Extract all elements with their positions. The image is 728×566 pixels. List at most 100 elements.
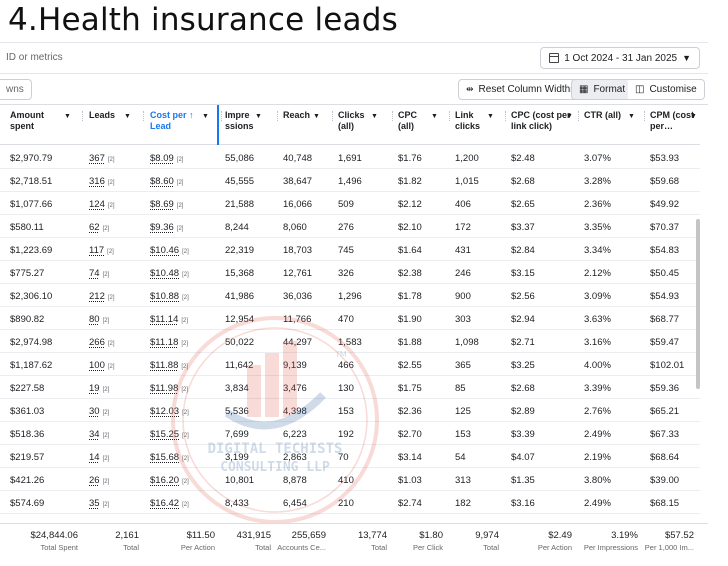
- column-menu-icon[interactable]: ▼: [64, 113, 71, 120]
- views-button[interactable]: wns: [0, 79, 32, 100]
- column-header-cpclink[interactable]: CPC (cost per link click): [511, 110, 571, 132]
- cell-leads[interactable]: 316 [2]: [89, 176, 115, 187]
- column-menu-icon[interactable]: ▼: [690, 113, 697, 120]
- cell-leads[interactable]: 19 [2]: [89, 383, 109, 394]
- cell-cpl[interactable]: $8.69 [2]: [150, 199, 183, 210]
- cell-leads[interactable]: 74 [2]: [89, 268, 109, 279]
- cell-cpl[interactable]: $11.88 [2]: [150, 360, 188, 371]
- column-header-link[interactable]: Link clicks: [455, 110, 491, 132]
- column-resize-handle[interactable]: [578, 111, 579, 121]
- cell-cpl[interactable]: $16.20 [2]: [150, 475, 189, 486]
- cell-cpl[interactable]: $15.68 [2]: [150, 452, 189, 463]
- vertical-scrollbar[interactable]: [696, 219, 700, 389]
- cell-cpl[interactable]: $15.25 [2]: [150, 429, 189, 440]
- cell-cpl[interactable]: $9.36 [2]: [150, 222, 183, 233]
- column-header-cpm[interactable]: CPM (cost per…: [650, 110, 695, 132]
- table-row[interactable]: $2,974.98 266 [2] $11.18 [2] 50,022 44,297 1,58…: [0, 330, 700, 353]
- cell-cpl[interactable]: $12.03 [2]: [150, 406, 189, 417]
- table-row[interactable]: $1,077.66 124 [2] $8.69 [2] 21,588 16,066 509 $2…: [0, 192, 700, 215]
- column-resize-handle[interactable]: [143, 111, 144, 121]
- cell-leads[interactable]: 80 [2]: [89, 314, 109, 325]
- cell-leads[interactable]: 35 [2]: [89, 498, 109, 509]
- cell-cpl[interactable]: $11.18 [2]: [150, 337, 188, 348]
- format-button[interactable]: ▦ Format: [571, 79, 634, 100]
- column-menu-icon[interactable]: ▼: [628, 113, 635, 120]
- column-menu-icon[interactable]: ▼: [431, 113, 438, 120]
- cell-leads[interactable]: 62 [2]: [89, 222, 109, 233]
- column-resize-handle[interactable]: [644, 111, 645, 121]
- column-menu-icon[interactable]: ▼: [202, 113, 209, 120]
- cell-cpl[interactable]: $8.09 [2]: [150, 153, 183, 164]
- cell-leads[interactable]: 100 [2]: [89, 360, 115, 371]
- table-row[interactable]: $890.82 80 [2] $11.14 [2] 12,954 11,766 470 $1.9…: [0, 307, 700, 330]
- table-row[interactable]: $2,970.79 367 [2] $8.09 [2] 55,086 40,748 1,691…: [0, 146, 700, 169]
- table-row[interactable]: $421.26 26 [2] $16.20 [2] 10,801 8,878 410 $1.03…: [0, 468, 700, 491]
- column-resize-handle[interactable]: [505, 111, 506, 121]
- cell-leads[interactable]: 212 [2]: [89, 291, 115, 302]
- reset-column-widths-button[interactable]: ⇹ Reset Column Widths: [458, 79, 584, 100]
- column-resize-handle[interactable]: [277, 111, 278, 121]
- column-menu-icon[interactable]: ▼: [487, 113, 494, 120]
- column-header-ctr[interactable]: CTR (all): [584, 110, 628, 121]
- table-row[interactable]: $219.57 14 [2] $15.68 [2] 3,199 2,863 70 $3.14 54…: [0, 445, 700, 468]
- column-header-amount[interactable]: Amount spent: [10, 110, 68, 132]
- cell-cpl[interactable]: $11.98 [2]: [150, 383, 188, 394]
- column-menu-icon[interactable]: ▼: [255, 113, 262, 120]
- table-row[interactable]: $361.03 30 [2] $12.03 [2] 5,536 4,398 153 $2.36 1…: [0, 399, 700, 422]
- cell-leads[interactable]: 117 [2]: [89, 245, 114, 256]
- cell-cpl[interactable]: $8.60 [2]: [150, 176, 183, 187]
- table-row[interactable]: $580.11 62 [2] $9.36 [2] 8,244 8,060 276 $2.10 17…: [0, 215, 700, 238]
- column-header-cpc[interactable]: CPC (all): [398, 110, 434, 132]
- cell-leads[interactable]: 34 [2]: [89, 429, 109, 440]
- column-resize-handle[interactable]: [82, 111, 83, 121]
- cell-leads[interactable]: 367 [2]: [89, 153, 115, 164]
- column-header-impr[interactable]: Impre ssions: [225, 110, 265, 132]
- column-menu-icon[interactable]: ▼: [124, 113, 131, 120]
- cell-cpl[interactable]: $10.88 [2]: [150, 291, 189, 302]
- cell-cpl[interactable]: $11.14 [2]: [150, 314, 188, 325]
- column-menu-icon[interactable]: ▼: [566, 113, 573, 120]
- table-row[interactable]: $1,187.62 100 [2] $11.88 [2] 11,642 9,139 466 $2…: [0, 353, 700, 376]
- table-toolbar: wns ⇹ Reset Column Widths ▦ Format ◫ Cus…: [0, 76, 708, 102]
- column-header-clicks[interactable]: Clicks (all): [338, 110, 376, 132]
- customise-button[interactable]: ◫ Customise: [628, 79, 705, 100]
- cell-clicks: 509: [338, 199, 354, 210]
- cell-cpl[interactable]: $10.46 [2]: [150, 245, 189, 256]
- cell-cpl[interactable]: $10.48 [2]: [150, 268, 189, 279]
- cell-link: 1,015: [455, 176, 479, 187]
- column-header-cpl[interactable]: Cost per ↑ Lead: [150, 110, 205, 132]
- column-header-reach[interactable]: Reach: [283, 110, 323, 121]
- column-resize-handle[interactable]: [392, 111, 393, 121]
- table-row[interactable]: $227.58 19 [2] $11.98 [2] 3,834 3,476 130 $1.75 8…: [0, 376, 700, 399]
- cell-cpl[interactable]: $16.42 [2]: [150, 498, 189, 509]
- column-resize-handle[interactable]: [221, 111, 222, 121]
- table-row[interactable]: $574.69 35 [2] $16.42 [2] 8,433 6,454 210 $2.74 1…: [0, 491, 700, 514]
- column-menu-icon[interactable]: ▼: [313, 113, 320, 120]
- search-filter-input[interactable]: ID or metrics: [6, 52, 63, 63]
- cell-cpclink: $3.39: [511, 429, 535, 440]
- cell-clicks: 210: [338, 498, 354, 509]
- column-resize-handle[interactable]: [449, 111, 450, 121]
- footnote-marker: [2]: [107, 180, 115, 186]
- footnote-marker: [2]: [182, 249, 189, 255]
- date-range-picker[interactable]: 1 Oct 2024 - 31 Jan 2025 ▼: [540, 47, 700, 69]
- cell-value: $2.84: [511, 245, 535, 256]
- cell-leads[interactable]: 14 [2]: [89, 452, 109, 463]
- table-row[interactable]: $1,223.69 117 [2] $10.46 [2] 22,319 18,703 745 $…: [0, 238, 700, 261]
- column-resize-handle[interactable]: [332, 111, 333, 121]
- cell-leads[interactable]: 124 [2]: [89, 199, 115, 210]
- cell-leads[interactable]: 30 [2]: [89, 406, 109, 417]
- cell-leads[interactable]: 26 [2]: [89, 475, 109, 486]
- cell-value: $1.75: [398, 383, 422, 394]
- table-row[interactable]: $2,718.51 316 [2] $8.60 [2] 45,555 38,647 1,496…: [0, 169, 700, 192]
- cell-value: $2.55: [398, 360, 422, 371]
- footnote-marker: [2]: [181, 318, 189, 324]
- cell-value: $2.12: [398, 199, 422, 210]
- cell-leads[interactable]: 266 [2]: [89, 337, 115, 348]
- table-row[interactable]: $2,306.10 212 [2] $10.88 [2] 41,986 36,036 1,29…: [0, 284, 700, 307]
- table-row[interactable]: $775.27 74 [2] $10.48 [2] 15,368 12,761 326 $2.3…: [0, 261, 700, 284]
- column-header-leads[interactable]: Leads: [89, 110, 127, 121]
- table-row[interactable]: $518.36 34 [2] $15.25 [2] 7,699 6,223 192 $2.70 1…: [0, 422, 700, 445]
- column-menu-icon[interactable]: ▼: [371, 113, 378, 120]
- cell-reach: 44,297: [283, 337, 312, 348]
